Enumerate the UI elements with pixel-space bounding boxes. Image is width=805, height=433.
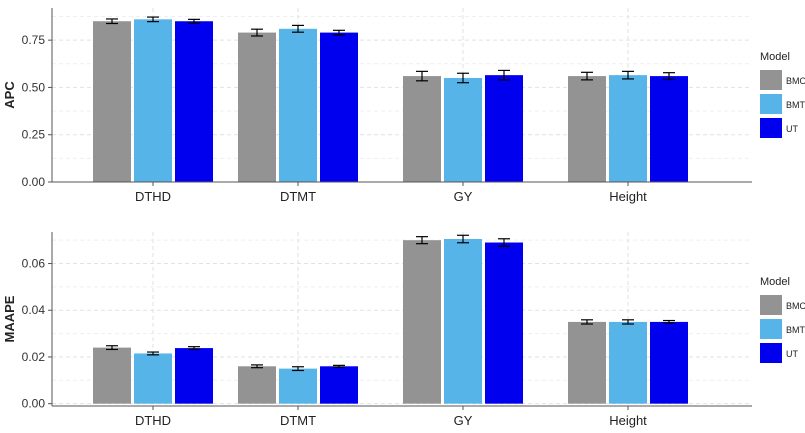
x-tick-label: GY bbox=[454, 413, 473, 428]
y-axis-title: APC bbox=[2, 81, 17, 109]
legend-label: BMTME bbox=[786, 100, 805, 110]
bar bbox=[444, 77, 482, 182]
bar bbox=[93, 21, 131, 182]
error-bar bbox=[498, 69, 510, 81]
bar bbox=[403, 76, 441, 182]
error-bar bbox=[663, 72, 675, 81]
legend-title: Model bbox=[760, 51, 790, 63]
bar bbox=[650, 76, 688, 182]
bar bbox=[134, 19, 172, 183]
x-tick-label: DTMT bbox=[280, 413, 316, 428]
legend-swatch bbox=[760, 319, 782, 339]
error-bar bbox=[251, 364, 263, 369]
bar bbox=[320, 366, 358, 404]
error-bar bbox=[188, 18, 200, 24]
x-tick-label: DTMT bbox=[280, 189, 316, 204]
x-tick-label: Height bbox=[609, 413, 647, 428]
error-bar bbox=[498, 238, 510, 247]
bars bbox=[93, 16, 688, 183]
error-bar bbox=[416, 236, 428, 245]
bars bbox=[93, 234, 688, 404]
error-bar bbox=[251, 28, 263, 37]
error-bar bbox=[416, 70, 428, 82]
y-tick-label: 0.04 bbox=[22, 303, 46, 317]
apc-panel: 0.00 0.25 0.50 0.75 DTHD DTMT GY Height APC bbox=[2, 8, 752, 204]
error-bar bbox=[457, 234, 469, 244]
bar bbox=[609, 75, 647, 182]
error-bar bbox=[292, 366, 304, 372]
y-tick-label: 0.00 bbox=[22, 175, 46, 189]
bar bbox=[568, 321, 606, 404]
legend-label: BMORS bbox=[786, 76, 805, 86]
error-bar bbox=[188, 346, 200, 351]
legend-label: UT bbox=[786, 349, 798, 359]
error-bar bbox=[147, 351, 159, 356]
error-bar bbox=[622, 319, 634, 325]
y-tick-label: 0.25 bbox=[22, 128, 46, 142]
error-bar bbox=[106, 345, 118, 351]
bar bbox=[650, 321, 688, 404]
bar bbox=[279, 28, 317, 182]
error-bar bbox=[457, 72, 469, 84]
bar bbox=[444, 239, 482, 404]
y-tick-label: 0.06 bbox=[22, 257, 46, 271]
x-tick-label: DTHD bbox=[135, 413, 171, 428]
maape-panel: 0.00 0.02 0.04 0.06 DTHD DTMT GY Height MAAPE bbox=[2, 232, 752, 428]
apc-legend: Model BMORS BMTME UT bbox=[760, 51, 805, 138]
error-bar bbox=[663, 319, 675, 324]
bar bbox=[238, 366, 276, 404]
bar bbox=[609, 321, 647, 404]
legend-swatch bbox=[760, 94, 782, 114]
bar bbox=[320, 32, 358, 182]
bar bbox=[279, 368, 317, 404]
bar bbox=[175, 21, 213, 182]
y-tick-label: 0.02 bbox=[22, 350, 46, 364]
bar bbox=[485, 75, 523, 182]
x-tick-label: Height bbox=[609, 189, 647, 204]
error-bar bbox=[292, 24, 304, 33]
error-bar bbox=[622, 70, 634, 80]
legend-label: UT bbox=[786, 124, 798, 134]
error-bar bbox=[333, 29, 345, 36]
y-axis-title: MAAPE bbox=[2, 295, 17, 342]
legend-swatch bbox=[760, 295, 782, 315]
legend-label: BMTME bbox=[786, 325, 805, 335]
error-bar bbox=[581, 71, 593, 81]
maape-legend: Model BMORS BMTME UT bbox=[760, 276, 805, 363]
error-bar bbox=[333, 364, 345, 368]
bar bbox=[485, 242, 523, 404]
legend-title: Model bbox=[760, 276, 790, 288]
legend-swatch bbox=[760, 118, 782, 138]
x-tick-label: GY bbox=[454, 189, 473, 204]
bar bbox=[403, 240, 441, 404]
legend-swatch bbox=[760, 70, 782, 90]
bar bbox=[568, 76, 606, 182]
y-tick-label: 0.50 bbox=[22, 80, 46, 94]
legend-swatch bbox=[760, 343, 782, 363]
error-bar bbox=[106, 18, 118, 25]
bar bbox=[134, 353, 172, 404]
legend-label: BMORS bbox=[786, 301, 805, 311]
bar bbox=[175, 348, 213, 404]
bar bbox=[238, 32, 276, 182]
y-tick-label: 0.00 bbox=[22, 397, 46, 411]
y-tick-label: 0.75 bbox=[22, 33, 46, 47]
error-bar bbox=[581, 319, 593, 325]
bar bbox=[93, 347, 131, 404]
error-bar bbox=[147, 16, 159, 23]
x-tick-label: DTHD bbox=[135, 189, 171, 204]
